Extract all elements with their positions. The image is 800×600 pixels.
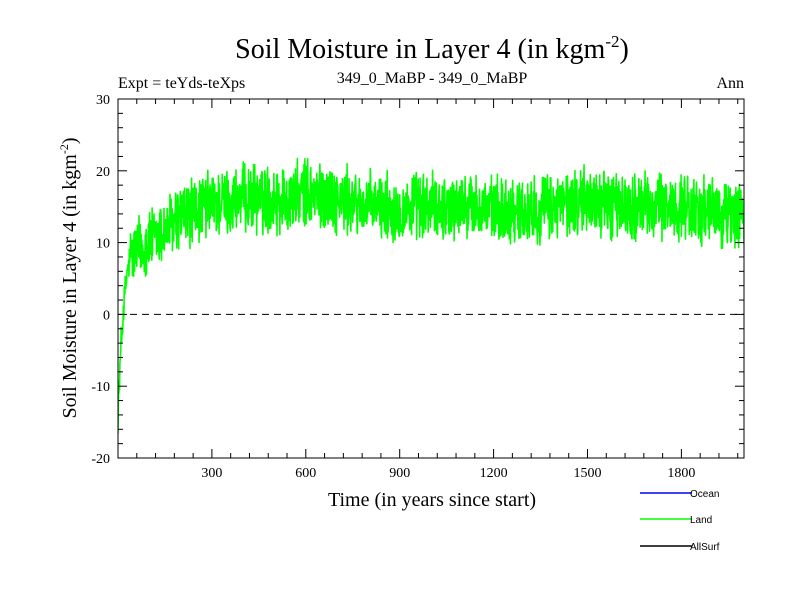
chart-title: Soil Moisture in Layer 4 (in kgm-2) <box>235 32 629 65</box>
plot-area: 300 600 900 1200 1500 1800 -20 -10 0 10 20 30 <box>91 93 745 481</box>
x-tick-label: 900 <box>389 466 410 481</box>
x-tick-label: 300 <box>201 466 222 481</box>
subtitle-left: Expt = teYds-teXps <box>118 75 245 92</box>
x-tick-label: 1800 <box>667 466 695 481</box>
subtitle-right: Ann <box>716 75 744 92</box>
y-tick-label: 30 <box>96 93 110 108</box>
y-tick-label: 20 <box>96 165 110 180</box>
legend-label-land: Land <box>690 515 712 526</box>
y-tick-label: 0 <box>103 308 110 323</box>
y-tick-label: 10 <box>96 237 110 252</box>
y-axis-label: Soil Moisture in Layer 4 (in kgm-2) <box>57 137 81 418</box>
legend: Ocean Land AllSurf <box>640 489 720 553</box>
x-tick-label: 1500 <box>574 466 602 481</box>
legend-label-allsurf: AllSurf <box>690 542 720 553</box>
subtitle-center: 349_0_MaBP - 349_0_MaBP <box>337 70 528 87</box>
series-line-land <box>118 157 744 434</box>
x-axis-label: Time (in years since start) <box>328 489 536 511</box>
plot-frame <box>117 98 745 459</box>
x-tick-label: 600 <box>295 466 316 481</box>
legend-label-ocean: Ocean <box>690 489 719 500</box>
y-tick-label: -10 <box>91 380 110 395</box>
x-tick-label: 1200 <box>480 466 508 481</box>
y-tick-label: -20 <box>91 452 110 467</box>
